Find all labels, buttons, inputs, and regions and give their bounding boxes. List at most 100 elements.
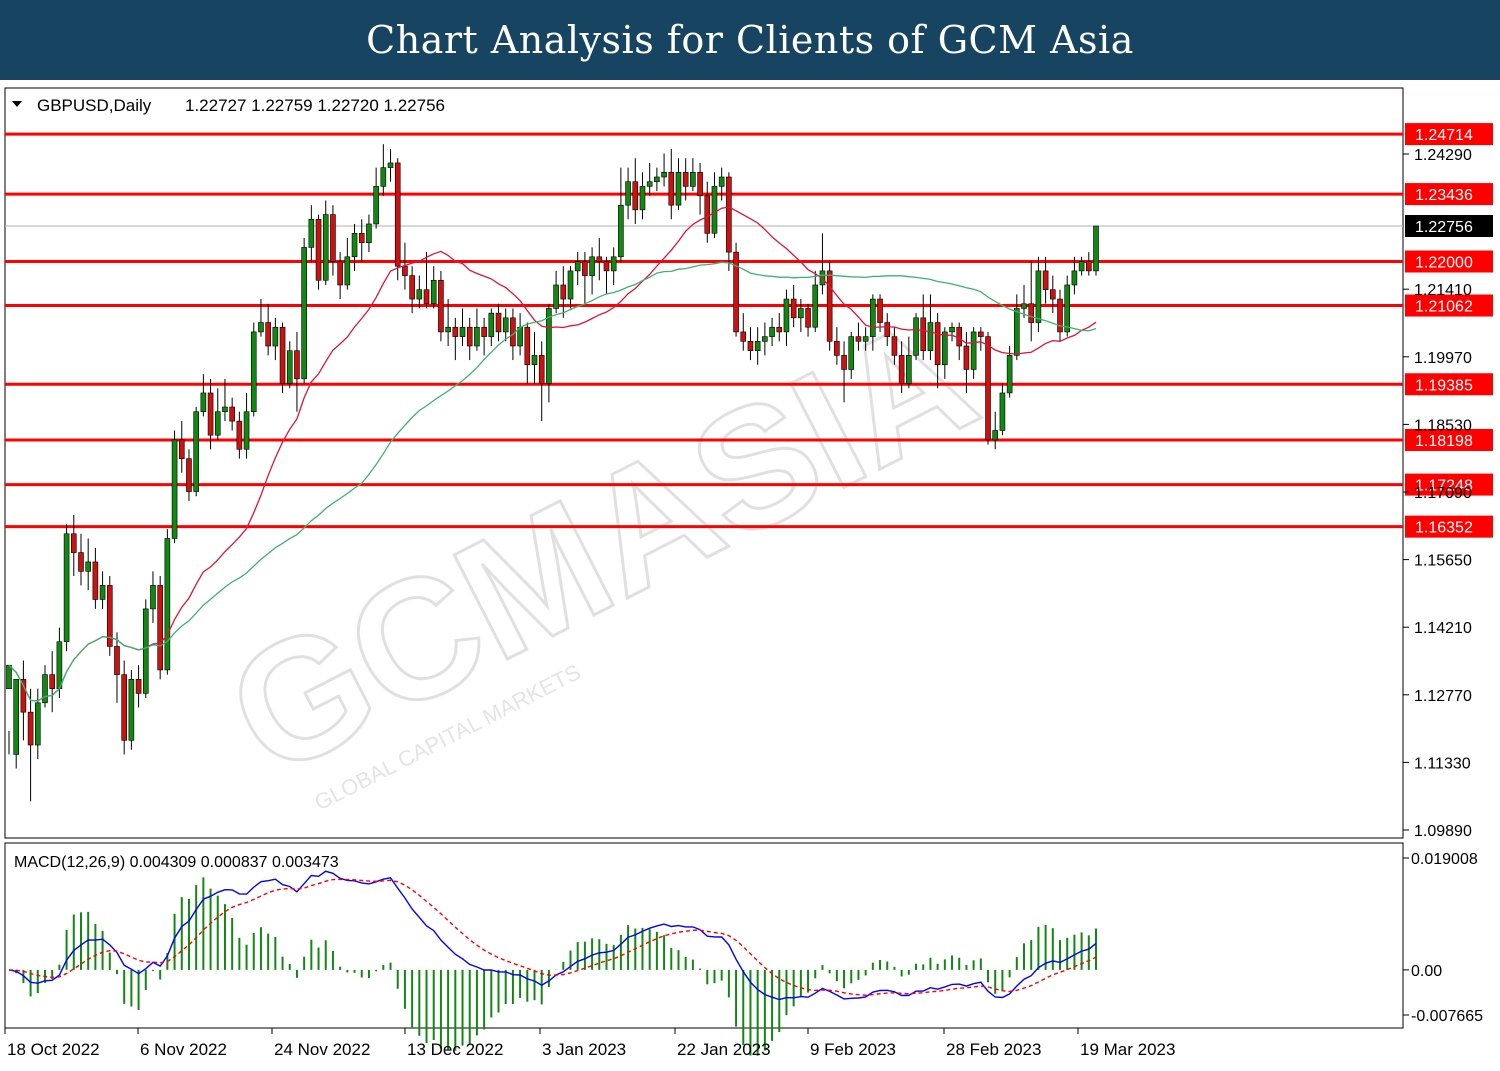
- candle-body: [207, 392, 214, 436]
- candle-body: [1035, 270, 1042, 323]
- candle-body: [646, 181, 653, 187]
- candle-body: [13, 679, 19, 755]
- candle-body: [690, 172, 696, 187]
- ma-fast-line: [8, 206, 1097, 702]
- macd-tick-label: -0.007665: [1411, 1008, 1483, 1025]
- candle-body: [538, 355, 545, 384]
- candle-body: [92, 561, 99, 600]
- candle-body: [502, 317, 509, 333]
- candle-body: [942, 331, 948, 366]
- candle-body: [63, 533, 70, 643]
- time-tick-label: 13 Dec 2022: [407, 1040, 503, 1059]
- candle-body: [200, 392, 207, 413]
- candle-body: [553, 284, 559, 309]
- time-tick-label: 22 Jan 2023: [677, 1040, 771, 1059]
- candle-body: [1006, 355, 1013, 394]
- candle-body: [560, 284, 567, 300]
- time-axis: 18 Oct 2022 6 Nov 2022 24 Nov 2022 13 Dec 2…: [4, 1028, 1175, 1059]
- candle-body: [769, 326, 775, 337]
- price-tick-label: 1.12770: [1414, 688, 1472, 705]
- level-price-label: 1.24714: [1415, 127, 1473, 144]
- level-price-tag: [1405, 428, 1493, 451]
- candle-body: [920, 317, 927, 351]
- moving-averages: [8, 206, 1097, 702]
- candle-body: [214, 411, 221, 436]
- level-price-tag: [1405, 123, 1493, 146]
- candle-body: [675, 172, 682, 206]
- chart-canvas: GCMASIA GLOBAL CAPITAL MARKETS 1.247141.…: [0, 80, 1500, 1071]
- candle-body: [697, 172, 703, 197]
- candle-body: [661, 172, 667, 178]
- level-price-tag: [1405, 183, 1493, 206]
- price-tick-label: 1.14210: [1414, 620, 1472, 637]
- candle-body: [423, 289, 430, 305]
- candle-body: [49, 674, 55, 689]
- candle-body: [481, 326, 487, 337]
- time-tick-label: 18 Oct 2022: [7, 1040, 100, 1059]
- candle-body: [236, 420, 243, 450]
- price-tick-label: 1.11330: [1414, 755, 1471, 772]
- candle-body: [589, 256, 595, 276]
- price-tick-label: 1.15650: [1414, 553, 1472, 570]
- macd-tick-label: 0.00: [1411, 963, 1442, 980]
- candle-body: [27, 711, 34, 746]
- candle-body: [193, 411, 199, 492]
- candle-body: [366, 223, 372, 244]
- candle-body: [999, 392, 1006, 431]
- candle-body: [718, 176, 725, 187]
- candle-body: [387, 162, 394, 168]
- candle-body: [430, 279, 437, 305]
- candle-body: [34, 702, 41, 746]
- candle-body: [279, 326, 286, 384]
- level-price-tag: [1405, 294, 1493, 317]
- candle-body: [330, 214, 336, 262]
- level-price-label: 1.22000: [1415, 255, 1473, 272]
- candle-body: [1064, 284, 1071, 333]
- candle-body: [286, 350, 293, 384]
- candle-body: [524, 326, 531, 366]
- candle-body: [42, 674, 48, 704]
- levels-group: 1.24714 1.23436 1.22000 1.21062 1.19385 1.181…: [5, 123, 1493, 538]
- candle-body: [862, 336, 869, 342]
- candle-body: [452, 326, 459, 337]
- candle-body: [913, 317, 919, 356]
- candle-body: [106, 585, 113, 647]
- candle-body: [970, 331, 977, 370]
- candle-body: [848, 336, 855, 370]
- candle-body: [1078, 261, 1085, 272]
- title-banner: Chart Analysis for Clients of GCM Asia: [0, 0, 1500, 80]
- candle-body: [963, 345, 970, 370]
- candle-body: [135, 679, 142, 694]
- candle-body: [380, 167, 387, 187]
- level-price-label: 1.17248: [1415, 478, 1473, 495]
- candle-body: [258, 322, 264, 333]
- price-tick-label: 1.17090: [1414, 485, 1472, 502]
- candle-body: [798, 308, 804, 319]
- candle-body: [157, 585, 163, 671]
- candle-body: [1071, 270, 1078, 286]
- candle-body: [250, 331, 257, 413]
- macd-line: [8, 870, 1097, 1001]
- price-axis: 1.24290 1.21410 1.19970 1.18530 1.17090 1.156…: [1403, 147, 1472, 840]
- price-tick-label: 1.19970: [1414, 350, 1472, 367]
- banner-title: Chart Analysis for Clients of GCM Asia: [366, 18, 1134, 62]
- level-price-label: 1.19385: [1415, 377, 1473, 394]
- candle-body: [574, 261, 581, 272]
- candle-body: [949, 326, 955, 333]
- candle-body: [826, 270, 833, 342]
- candle-body: [855, 336, 862, 342]
- candle-body: [790, 298, 797, 319]
- candle-body: [891, 336, 898, 356]
- time-tick-label: 6 Nov 2022: [140, 1040, 227, 1059]
- candle-body: [906, 355, 912, 384]
- candle-body: [466, 326, 473, 347]
- level-price-tag: [1405, 515, 1493, 538]
- level-price-label: 1.23436: [1415, 187, 1473, 204]
- symbol-dropdown-icon[interactable]: [12, 101, 22, 107]
- candle-body: [186, 458, 192, 492]
- candle-body: [870, 298, 876, 337]
- ohlc-label: 1.22727 1.22759 1.22720 1.22756: [185, 96, 445, 115]
- candle-body: [596, 256, 603, 262]
- candle-body: [668, 172, 675, 206]
- candle-body: [315, 218, 322, 281]
